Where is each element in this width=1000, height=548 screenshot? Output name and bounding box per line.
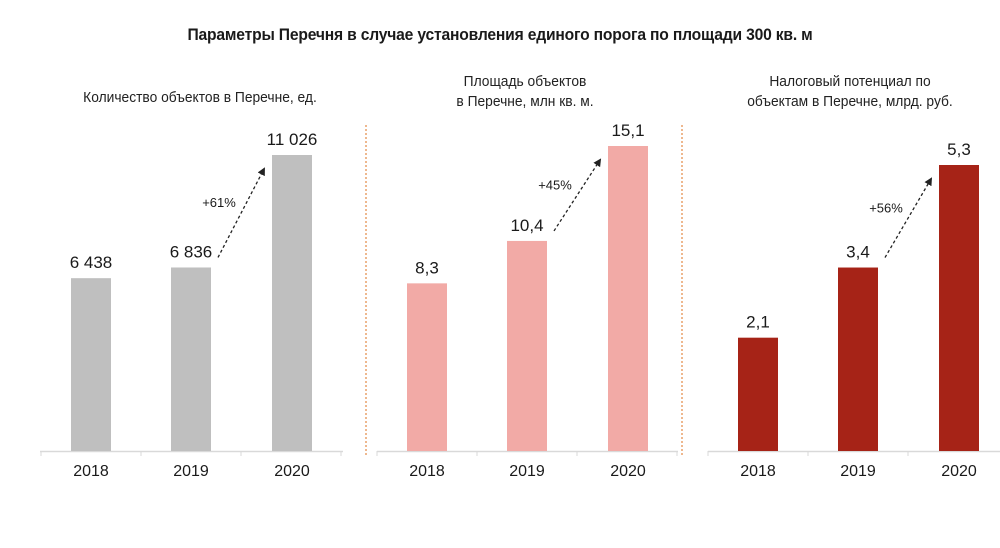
panel-1-title: Количество объектов в Перечне, ед.: [44, 88, 357, 108]
bar-2018: [407, 283, 447, 451]
year-label-2019: 2019: [173, 463, 209, 480]
year-label-2020: 2020: [610, 463, 646, 480]
panel-2-title-line-2: в Перечне, млн кв. м.: [456, 93, 594, 110]
value-label-2019: 6 836: [170, 242, 213, 261]
bar-2020: [272, 155, 312, 451]
year-label-2019: 2019: [840, 463, 876, 480]
chart-panel-1: 6 438 2018 6 836 2019 11 026 2020 +61%: [40, 130, 343, 480]
bar-2020: [939, 165, 979, 451]
growth-label: +56%: [869, 200, 903, 215]
panel-2-title: Площадь объектов в Перечне, млн кв. м.: [382, 72, 667, 112]
growth-arrow: [884, 177, 933, 258]
year-label-2018: 2018: [740, 463, 776, 480]
panel-3-title: Налоговый потенциал по объектам в Перечн…: [712, 72, 988, 112]
value-label-2020: 5,3: [947, 140, 971, 159]
growth-arrow: [217, 167, 265, 258]
value-label-2020: 11 026: [267, 130, 318, 149]
value-label-2019: 10,4: [510, 216, 543, 235]
value-label-2020: 15,1: [611, 121, 644, 140]
bar-2020: [608, 146, 648, 451]
chart-panel-2: 8,3 2018 10,4 2019 15,1 2020 +45%: [376, 121, 678, 480]
panel-3-title-line-1: Налоговый потенциал по: [769, 73, 931, 90]
bar-2018: [71, 278, 111, 451]
year-label-2019: 2019: [509, 463, 545, 480]
value-label-2018: 8,3: [415, 258, 439, 277]
value-label-2018: 2,1: [746, 313, 770, 332]
bar-2019: [507, 240, 547, 451]
year-label-2020: 2020: [274, 463, 310, 480]
value-label-2018: 6 438: [70, 253, 113, 272]
bar-2019: [171, 267, 211, 451]
bar-2018: [738, 337, 778, 451]
main-title: Параметры Перечня в случае установления …: [187, 25, 813, 44]
chart-panel-3: 2,1 2018 3,4 2019 5,3 2020 +56%: [707, 140, 1000, 480]
value-label-2019: 3,4: [846, 243, 870, 262]
growth-label: +61%: [202, 195, 236, 210]
year-label-2018: 2018: [409, 463, 445, 480]
bar-2019: [838, 267, 878, 451]
year-label-2018: 2018: [73, 463, 109, 480]
year-label-2020: 2020: [941, 463, 977, 480]
growth-label: +45%: [538, 177, 572, 192]
panel-3-title-line-2: объектам в Перечне, млрд. руб.: [747, 93, 953, 110]
growth-arrow: [553, 158, 602, 232]
panel-1-title-text: Количество объектов в Перечне, ед.: [83, 89, 317, 106]
panel-2-title-line-1: Площадь объектов: [463, 73, 587, 90]
